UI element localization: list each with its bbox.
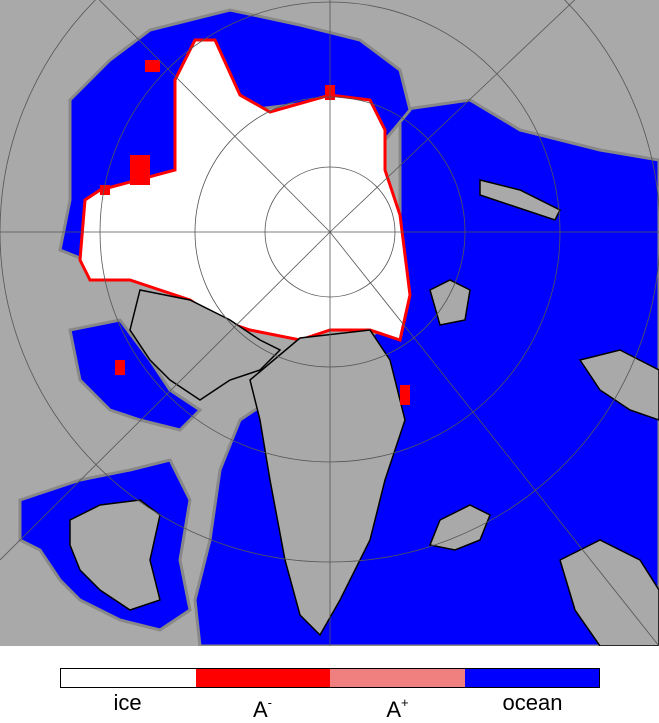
legend-label: ocean (465, 690, 600, 723)
legend-text: ocean (502, 690, 563, 715)
legend-text: ice (113, 690, 142, 715)
graticule (0, 0, 659, 646)
sea-ice-map (0, 0, 659, 646)
legend-text: A (252, 697, 268, 722)
legend-label: A+ (330, 690, 465, 723)
legend-bar (60, 668, 600, 688)
archipelago (129, 289, 282, 401)
land-mass (69, 179, 659, 646)
legend-text: A (386, 697, 402, 722)
legend-swatch (61, 669, 196, 687)
sea-ice (78, 38, 412, 342)
legend-swatch (330, 669, 465, 687)
legend-superscript: - (267, 695, 273, 710)
legend-swatch (195, 669, 330, 687)
greenland (249, 329, 406, 637)
legend-labels: ice A- A+ ocean (60, 690, 600, 723)
legend-superscript: + (401, 695, 409, 710)
legend-label: ice (60, 690, 195, 723)
legend-label: A- (195, 690, 330, 723)
legend-swatch (464, 669, 599, 687)
